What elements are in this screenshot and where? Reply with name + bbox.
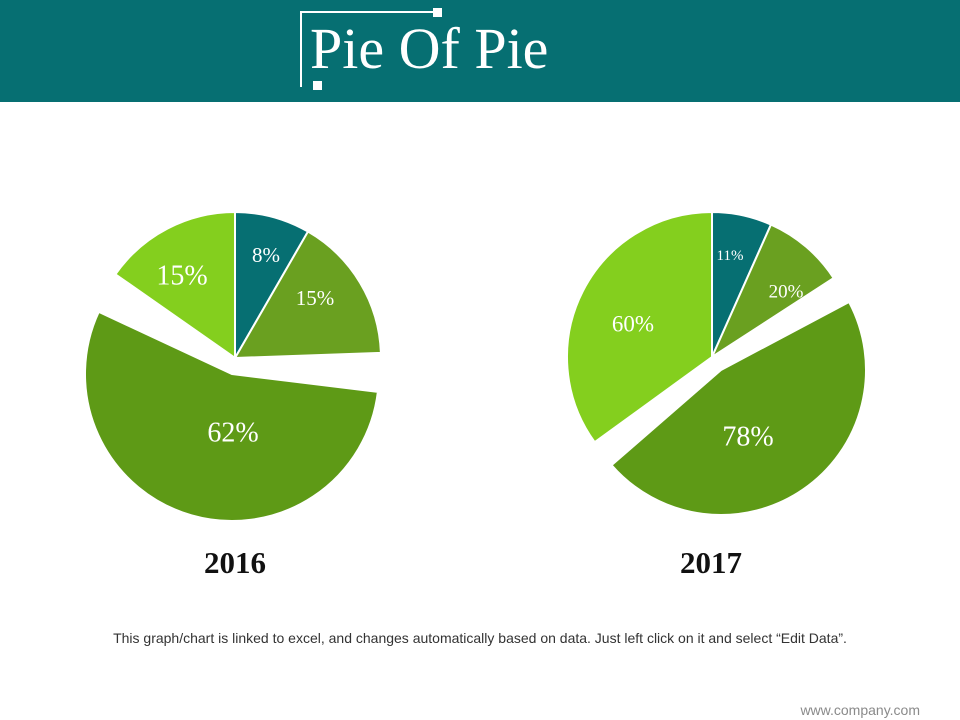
- pie-slice[interactable]: [709, 223, 835, 360]
- slice-label: 15%: [156, 261, 207, 292]
- chart-year-2016: 2016: [204, 545, 266, 580]
- website-link[interactable]: www.company.com: [800, 702, 920, 718]
- title-frame: [300, 11, 440, 87]
- pie-chart-2017: 11% 20% 78% 60%: [566, 210, 867, 516]
- header-bar: Pie Of Pie: [0, 0, 960, 102]
- pie-chart-2016: 8% 15% 62% 15%: [84, 210, 382, 522]
- pie-slice[interactable]: [566, 210, 713, 444]
- slice-label: 8%: [252, 243, 280, 267]
- frame-corner-dot: [433, 8, 442, 17]
- slice-label: 78%: [722, 422, 773, 453]
- slice-label: 60%: [612, 312, 654, 337]
- slice-label: 11%: [717, 248, 744, 264]
- footnote: This graph/chart is linked to excel, and…: [113, 630, 847, 646]
- pie-slice[interactable]: [610, 300, 867, 516]
- pie-slice[interactable]: [114, 210, 236, 360]
- frame-corner-dot: [313, 81, 322, 90]
- pie-slice[interactable]: [233, 230, 382, 360]
- page-title: Pie Of Pie: [310, 16, 549, 81]
- pie-slice[interactable]: [84, 310, 380, 522]
- slice-label: 15%: [296, 286, 335, 310]
- slice-label: 20%: [769, 282, 804, 303]
- slice-label: 62%: [207, 418, 258, 449]
- chart-year-2017: 2017: [680, 545, 742, 580]
